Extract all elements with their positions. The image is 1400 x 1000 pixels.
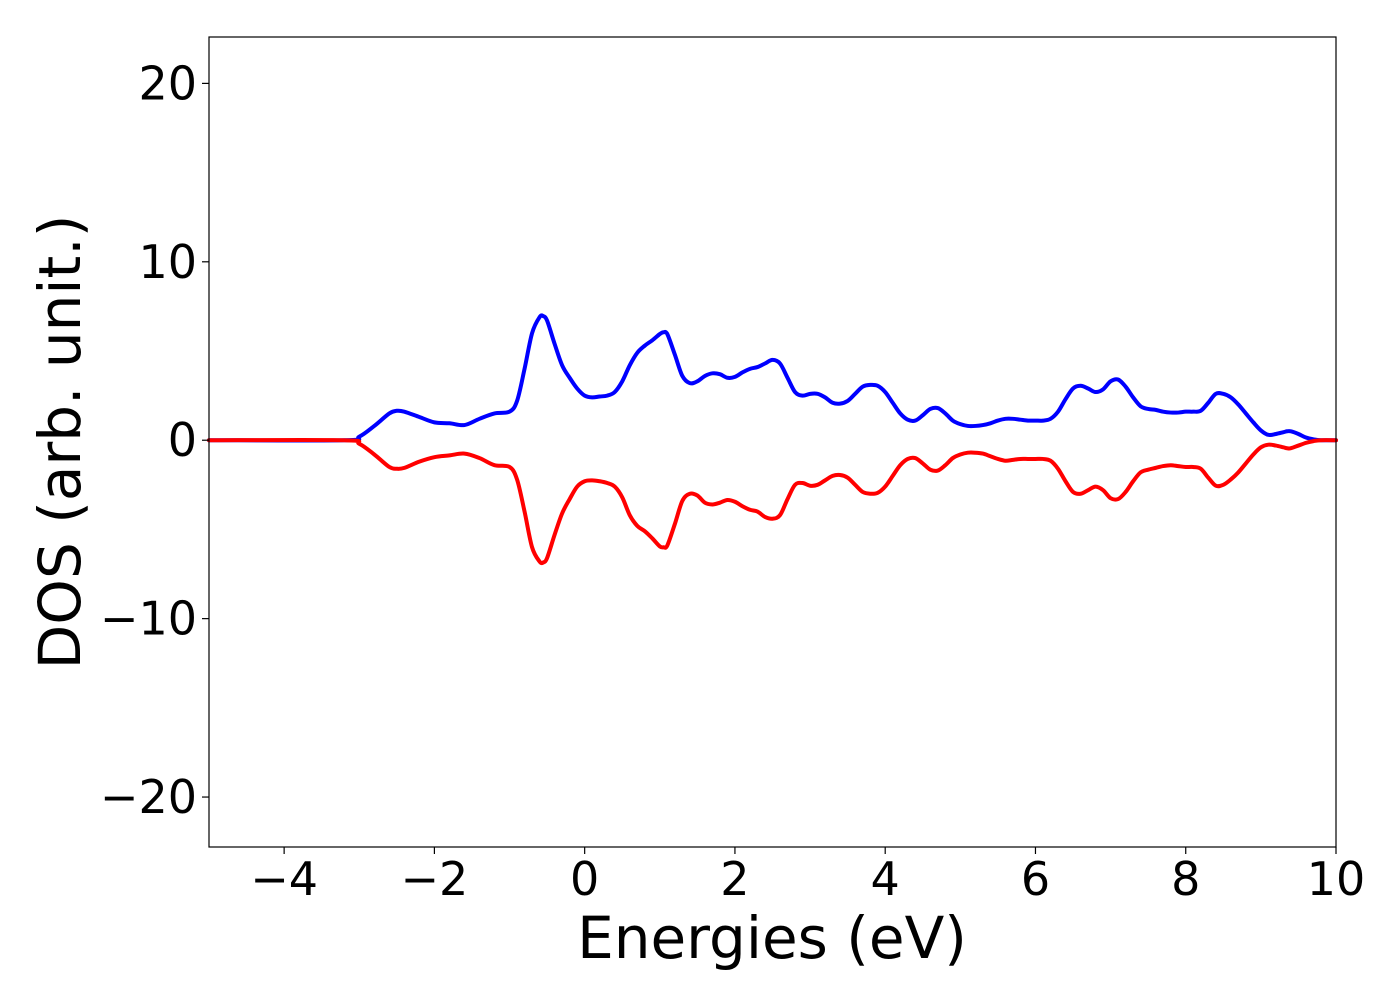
x-tick-label: −4: [250, 852, 318, 906]
y-tick-label: 0: [168, 413, 197, 467]
x-tick-label: 10: [1307, 852, 1366, 906]
x-tick-label: 0: [570, 852, 599, 906]
x-tick-label: 6: [1021, 852, 1050, 906]
y-tick-label: −20: [100, 770, 197, 824]
y-tick-label: 10: [138, 235, 197, 289]
y-tick-label: −10: [100, 592, 197, 646]
x-tick-label: 4: [871, 852, 900, 906]
x-axis-label: Energies (eV): [577, 904, 967, 972]
plot-frame: [208, 36, 1337, 848]
x-axis: −4 −2 0 2 4 6 8 10: [250, 847, 1365, 906]
y-axis-label: DOS (arb. unit.): [26, 215, 94, 670]
x-tick-label: 8: [1171, 852, 1200, 906]
series-line-spin-down: [207, 437, 1338, 566]
series-line-spin-up: [207, 313, 1338, 443]
x-tick-label: −2: [400, 852, 468, 906]
y-axis: −20 −10 0 10 20: [100, 56, 209, 824]
y-tick-label: 20: [138, 56, 197, 110]
x-tick-label: 2: [720, 852, 749, 906]
series-layer: [207, 313, 1338, 566]
